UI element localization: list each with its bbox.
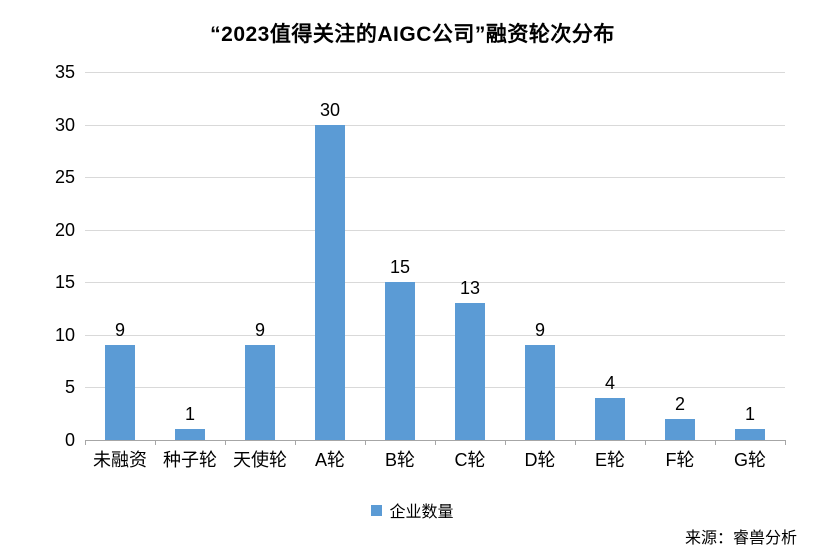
bar-value-label: 4 (604, 372, 615, 393)
gridline (85, 72, 785, 73)
x-axis-tick (715, 440, 716, 445)
x-axis-tick (365, 440, 366, 445)
x-axis-label: B轮 (384, 450, 415, 470)
legend-swatch (371, 504, 383, 516)
bar-value-label: 30 (319, 99, 341, 120)
bar-天使轮 (245, 345, 275, 440)
y-tick-label: 10 (54, 324, 75, 345)
bar-value-label: 15 (389, 257, 411, 278)
x-axis-tick (645, 440, 646, 445)
y-tick-label: 30 (54, 114, 75, 135)
chart-title: “2023值得关注的AIGC公司”融资轮次分布 (210, 23, 615, 46)
y-tick-label: 0 (64, 430, 75, 450)
bar-G轮 (735, 429, 765, 440)
gridline (85, 334, 785, 336)
bar-value-label: 1 (744, 404, 755, 425)
x-axis-label: 种子轮 (163, 450, 217, 470)
x-axis-label: E轮 (594, 450, 625, 470)
x-axis-label: 未融资 (93, 450, 147, 470)
bar-value-label: 1 (184, 404, 195, 425)
source-text: 来源：睿兽分析 (684, 530, 797, 547)
gridline (85, 124, 785, 126)
x-axis-tick (505, 440, 506, 445)
x-axis-label: D轮 (524, 450, 556, 470)
bar-D轮 (525, 345, 555, 440)
bar-F轮 (665, 418, 695, 440)
bar-value-label: 9 (534, 320, 545, 341)
x-axis-label: 天使轮 (233, 450, 287, 470)
bar-A轮 (315, 124, 345, 440)
y-tick-label: 25 (54, 167, 75, 188)
gridline (85, 177, 785, 179)
x-axis-tick (225, 440, 226, 445)
x-axis-label: F轮 (665, 450, 695, 470)
bar-E轮 (595, 397, 625, 440)
y-tick-label: 35 (54, 62, 75, 82)
legend-label: 企业数量 (389, 504, 454, 521)
bar-C轮 (455, 303, 485, 440)
x-axis-tick (575, 440, 576, 445)
x-axis-tick (785, 440, 786, 445)
bar-value-label: 2 (674, 393, 685, 414)
bar-B轮 (385, 282, 415, 440)
bar-value-label: 9 (114, 320, 125, 341)
gridline (85, 387, 785, 389)
x-axis-label: A轮 (314, 450, 345, 470)
bar-value-label: 9 (254, 320, 265, 341)
bar-种子轮 (175, 429, 205, 440)
y-tick-label: 5 (64, 377, 75, 398)
plot-area: 0 5 10 15 20 25 30 35 9 未融资 1 种子轮 9 天使轮 30 A轮 15 B轮 13 C轮 9 D… (55, 62, 786, 470)
y-tick-label: 20 (54, 219, 75, 240)
gridline (85, 229, 785, 231)
gridline (85, 282, 785, 284)
x-axis-tick (295, 440, 296, 445)
bar-未融资 (105, 345, 135, 440)
bar-value-label: 13 (459, 278, 481, 299)
x-axis-label: G轮 (733, 450, 766, 470)
x-axis-tick (435, 440, 436, 445)
x-axis-label: C轮 (454, 450, 486, 470)
x-axis-tick (85, 440, 86, 445)
x-axis-tick (155, 440, 156, 445)
legend: 企业数量 (0, 498, 825, 522)
y-tick-label: 15 (54, 272, 75, 293)
